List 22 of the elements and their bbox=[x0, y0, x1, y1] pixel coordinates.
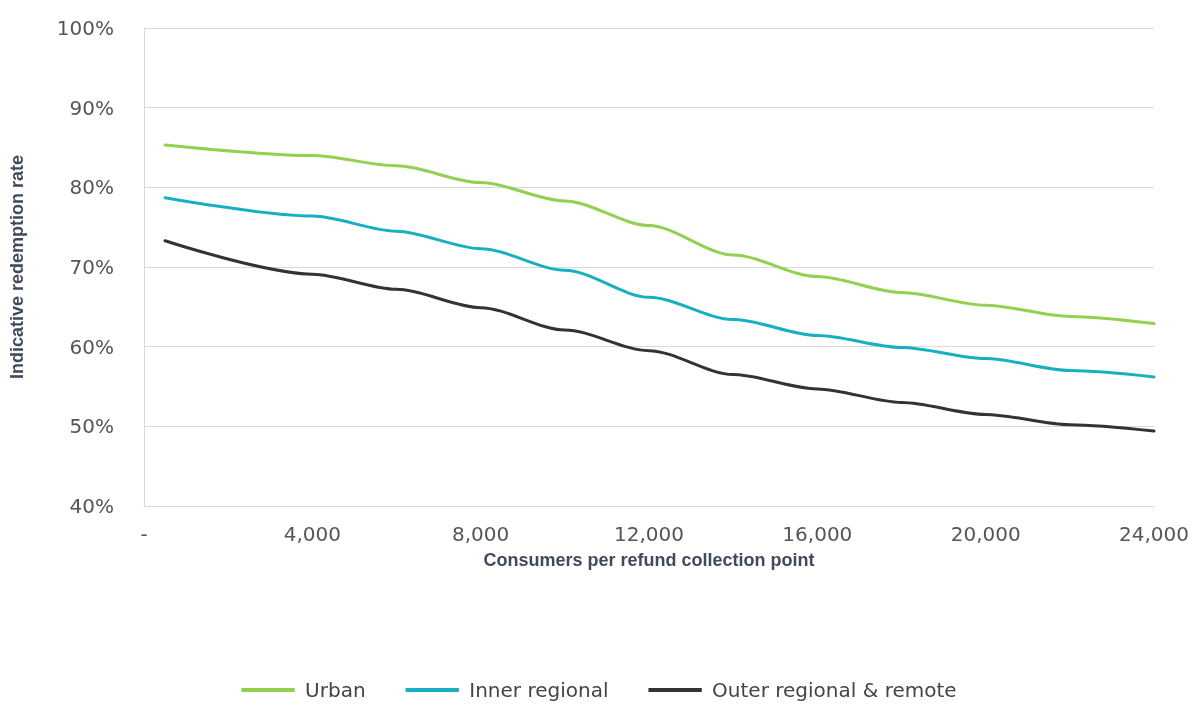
x-tick-label: 16,000 bbox=[782, 522, 853, 546]
legend-label: Urban bbox=[305, 678, 366, 702]
y-tick-label: 40% bbox=[69, 494, 114, 518]
line-series bbox=[163, 239, 1156, 433]
y-tick-label: 60% bbox=[69, 334, 114, 359]
line-series bbox=[163, 196, 1156, 379]
x-tick-label: 4,000 bbox=[283, 522, 341, 546]
y-tick-label: 100% bbox=[56, 16, 114, 40]
y-axis-title: Indicative redemption rate bbox=[7, 154, 27, 380]
y-tick-label: 90% bbox=[69, 95, 114, 120]
legend-label: Inner regional bbox=[469, 678, 609, 702]
legend-label: Outer regional & remote bbox=[712, 678, 957, 702]
y-tick-label: 80% bbox=[69, 175, 114, 200]
y-tick-label: 70% bbox=[69, 255, 114, 279]
x-axis-title: Consumers per refund collection point bbox=[483, 550, 815, 570]
y-tick-label: 50% bbox=[69, 414, 114, 439]
x-tick-label: - bbox=[140, 522, 148, 546]
x-tick-label: 20,000 bbox=[950, 522, 1021, 546]
x-tick-label: 24,000 bbox=[1119, 522, 1189, 546]
x-tick-label: 12,000 bbox=[614, 522, 684, 546]
line-series bbox=[163, 143, 1156, 326]
x-tick-label: 8,000 bbox=[452, 522, 510, 546]
